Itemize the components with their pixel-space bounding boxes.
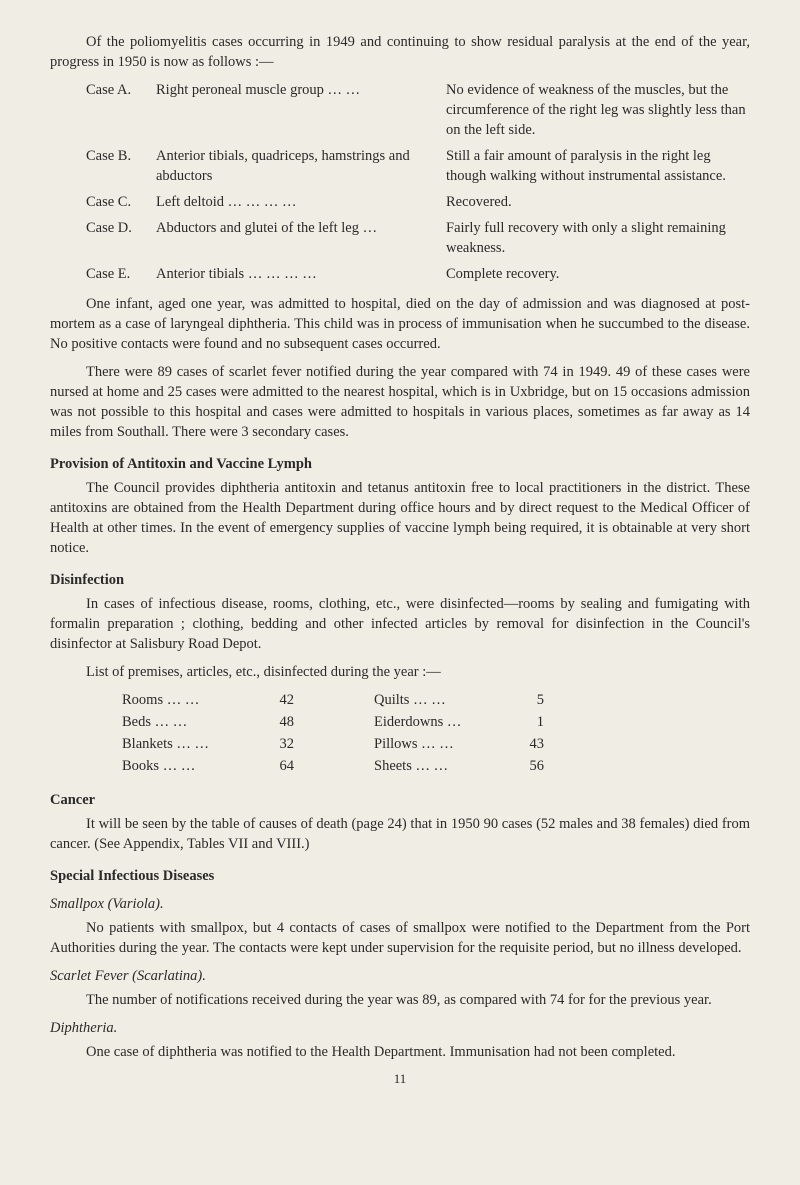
disinf-value: 5	[504, 690, 544, 710]
heading-special-infectious: Special Infectious Diseases	[50, 866, 750, 886]
disinf-row: Books … … 64	[122, 756, 294, 776]
heading-disinfection: Disinfection	[50, 570, 750, 590]
disinf-row: Sheets … … 56	[374, 756, 544, 776]
paragraph-diphtheria: One case of diphtheria was notified to t…	[50, 1042, 750, 1062]
disinf-gap	[294, 690, 374, 778]
paragraph-antitoxin: The Council provides diphtheria antitoxi…	[50, 478, 750, 558]
case-outcome: Recovered.	[446, 192, 750, 212]
case-desc: Right peroneal muscle group … …	[156, 80, 446, 100]
disinf-value: 64	[242, 756, 294, 776]
case-row: Case B. Anterior tibials, quadriceps, ha…	[86, 146, 750, 186]
disinf-value: 1	[504, 712, 544, 732]
disinf-value: 48	[242, 712, 294, 732]
subheading-diphtheria: Diphtheria.	[50, 1018, 750, 1038]
case-row: Case A. Right peroneal muscle group … … …	[86, 80, 750, 140]
paragraph-scarlet-fever-2: The number of notifications received dur…	[50, 990, 750, 1010]
disinf-value: 32	[242, 734, 294, 754]
intro-paragraph: Of the poliomyelitis cases occurring in …	[50, 32, 750, 72]
heading-cancer: Cancer	[50, 790, 750, 810]
page-number: 11	[50, 1070, 750, 1088]
case-outcome: Complete recovery.	[446, 264, 750, 284]
disinf-item: Beds … …	[122, 712, 242, 732]
case-desc: Anterior tibials, quadriceps, hamstrings…	[156, 146, 446, 186]
paragraph-cancer: It will be seen by the table of causes o…	[50, 814, 750, 854]
subheading-smallpox: Smallpox (Variola).	[50, 894, 750, 914]
case-desc: Anterior tibials … … … …	[156, 264, 446, 284]
heading-antitoxin: Provision of Antitoxin and Vaccine Lymph	[50, 454, 750, 474]
disinf-item: Sheets … …	[374, 756, 504, 776]
case-row: Case E. Anterior tibials … … … … Complet…	[86, 264, 750, 284]
disinf-row: Pillows … … 43	[374, 734, 544, 754]
paragraph-infant: One infant, aged one year, was admitted …	[50, 294, 750, 354]
case-table: Case A. Right peroneal muscle group … … …	[86, 80, 750, 284]
paragraph-smallpox: No patients with smallpox, but 4 contact…	[50, 918, 750, 958]
disinf-item: Eiderdowns …	[374, 712, 504, 732]
case-row: Case D. Abductors and glutei of the left…	[86, 218, 750, 258]
disinf-row: Eiderdowns … 1	[374, 712, 544, 732]
case-outcome: Fairly full recovery with only a slight …	[446, 218, 750, 258]
disinf-row: Blankets … … 32	[122, 734, 294, 754]
disinf-item: Quilts … …	[374, 690, 504, 710]
paragraph-disinfection: In cases of infectious disease, rooms, c…	[50, 594, 750, 654]
disinf-item: Pillows … …	[374, 734, 504, 754]
disinfection-col-left: Rooms … … 42 Beds … … 48 Blankets … … 32…	[122, 690, 294, 778]
disinf-item: Rooms … …	[122, 690, 242, 710]
list-intro: List of premises, articles, etc., disinf…	[50, 662, 750, 682]
disinf-value: 43	[504, 734, 544, 754]
case-desc: Left deltoid … … … …	[156, 192, 446, 212]
case-label: Case E.	[86, 264, 156, 284]
disinfection-list: Rooms … … 42 Beds … … 48 Blankets … … 32…	[122, 690, 750, 778]
disinf-row: Beds … … 48	[122, 712, 294, 732]
subheading-scarlet-fever: Scarlet Fever (Scarlatina).	[50, 966, 750, 986]
disinf-row: Quilts … … 5	[374, 690, 544, 710]
case-label: Case C.	[86, 192, 156, 212]
case-label: Case B.	[86, 146, 156, 166]
case-outcome: No evidence of weakness of the muscles, …	[446, 80, 750, 140]
paragraph-scarlet-fever: There were 89 cases of scarlet fever not…	[50, 362, 750, 442]
disinf-value: 56	[504, 756, 544, 776]
disinf-item: Blankets … …	[122, 734, 242, 754]
case-label: Case A.	[86, 80, 156, 100]
disinf-item: Books … …	[122, 756, 242, 776]
case-outcome: Still a fair amount of paralysis in the …	[446, 146, 750, 186]
disinfection-col-right: Quilts … … 5 Eiderdowns … 1 Pillows … … …	[374, 690, 544, 778]
case-row: Case C. Left deltoid … … … … Recovered.	[86, 192, 750, 212]
disinf-row: Rooms … … 42	[122, 690, 294, 710]
case-desc: Abductors and glutei of the left leg …	[156, 218, 446, 238]
case-label: Case D.	[86, 218, 156, 238]
disinf-value: 42	[242, 690, 294, 710]
